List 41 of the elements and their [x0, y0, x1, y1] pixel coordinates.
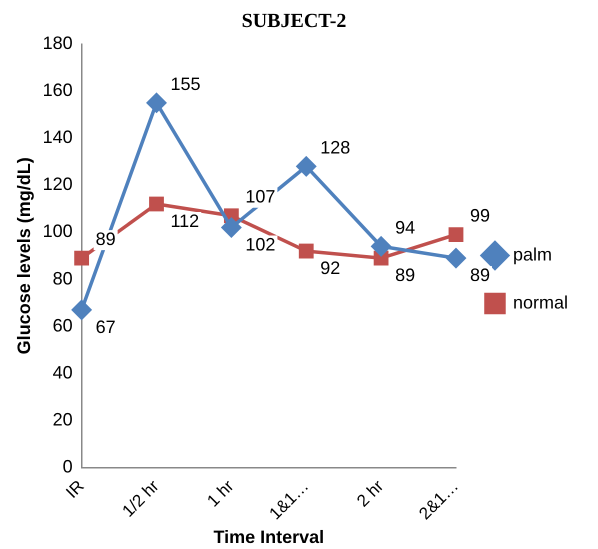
y-tick-label: 60	[52, 315, 73, 336]
x-tick-label: 2 hr	[353, 476, 388, 511]
x-tick-label: 1/2 hr	[118, 476, 163, 521]
point	[448, 227, 464, 242]
point	[296, 156, 316, 176]
chart-title: SUBJECT-2	[242, 10, 346, 32]
data-label: 94	[395, 217, 416, 238]
data-label: 102	[245, 234, 276, 255]
data-label: 128	[320, 137, 350, 158]
data-label: 112	[170, 210, 200, 231]
x-tick-label: 1 hr	[203, 476, 238, 511]
point	[149, 196, 164, 212]
y-axis-title: Glucose levels (mg/dL)	[14, 157, 34, 354]
y-tick-label: 20	[52, 409, 73, 430]
point	[298, 244, 314, 258]
point	[371, 236, 391, 256]
point	[446, 248, 466, 268]
data-label: 89	[395, 265, 416, 286]
data-label: 67	[96, 316, 116, 337]
y-tick-label: 140	[42, 127, 73, 148]
point	[146, 93, 166, 113]
y-tick-label: 120	[42, 174, 73, 194]
point	[74, 250, 90, 266]
y-tick-label: 40	[52, 362, 73, 382]
legend-label: palm	[512, 244, 552, 264]
data-label: 99	[470, 206, 490, 226]
point	[222, 218, 242, 238]
y-tick-label: 0	[62, 456, 73, 477]
y-tick-label: 100	[42, 221, 73, 242]
data-label: 92	[320, 258, 340, 278]
legend-label: normal	[512, 292, 568, 312]
y-tick-label: 180	[42, 32, 73, 53]
point	[72, 300, 92, 320]
data-label: 155	[170, 74, 201, 94]
data-label: 107	[245, 186, 276, 207]
x-axis-title: Time Interval	[213, 527, 324, 548]
x-tick-label: IR	[62, 476, 88, 502]
data-label: 89	[470, 265, 490, 286]
data-label: 89	[96, 229, 116, 250]
y-tick-label: 80	[52, 268, 73, 288]
y-tick-label: 160	[42, 80, 73, 100]
